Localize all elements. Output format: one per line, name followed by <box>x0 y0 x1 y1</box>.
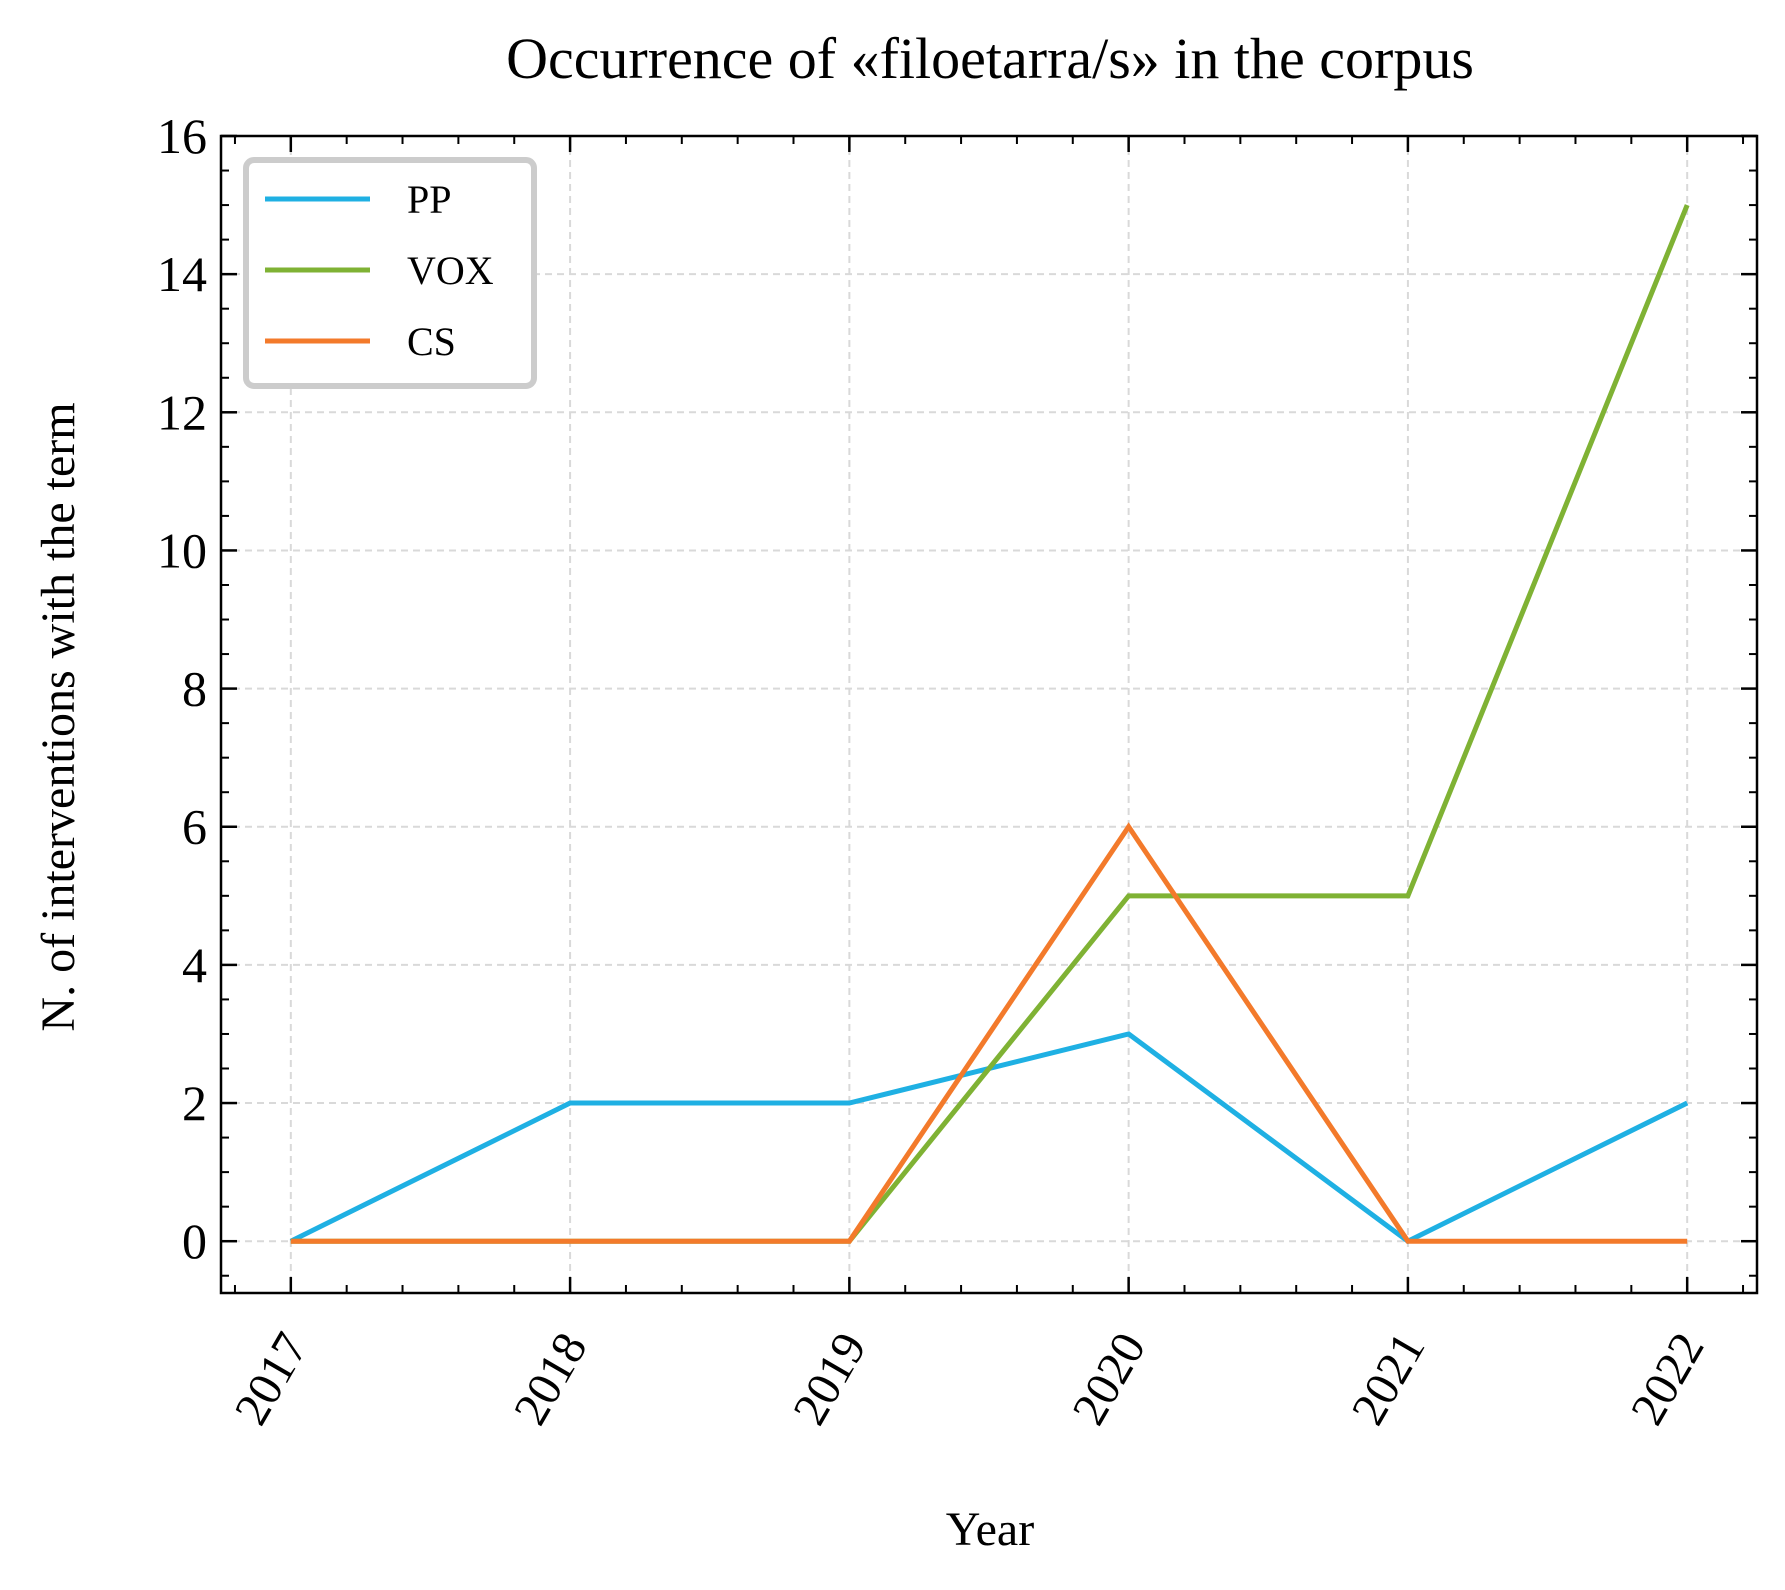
y-axis-label: N. of interventions with the term <box>32 402 85 1031</box>
y-tick-label: 14 <box>157 246 207 302</box>
legend-label-vox: VOX <box>407 248 494 293</box>
series-lines <box>289 204 1690 1245</box>
x-axis-label: Year <box>946 1503 1034 1556</box>
y-tick-label: 6 <box>182 799 207 855</box>
y-tick-label: 12 <box>157 384 207 440</box>
y-tick-label: 8 <box>182 661 207 717</box>
y-tick-label: 16 <box>157 108 207 164</box>
legend-label-pp: PP <box>407 177 452 222</box>
y-tick-label: 10 <box>157 522 207 578</box>
y-tick-label: 0 <box>182 1213 207 1269</box>
legend-box <box>243 157 537 389</box>
legend: PP VOX CS <box>243 157 537 389</box>
plot-frame <box>219 134 1759 1295</box>
axis-ticks <box>221 134 1757 1293</box>
legend-label-cs: CS <box>407 319 456 364</box>
y-tick-label: 4 <box>182 937 207 993</box>
y-tick-label: 2 <box>182 1075 207 1131</box>
series-line-cs <box>290 822 1688 1244</box>
chart-title: Occurrence of «filoetarra/s» in the corp… <box>506 26 1474 91</box>
